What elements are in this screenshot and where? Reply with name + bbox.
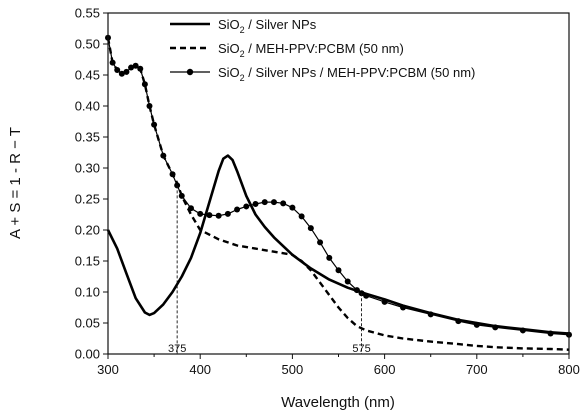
legend-marker [186, 68, 194, 76]
legend-label-1: SiO2 / Silver NPs [218, 17, 317, 35]
x-tick-label: 400 [189, 362, 211, 377]
x-tick-label: 700 [466, 362, 488, 377]
series-marker [547, 330, 554, 337]
series-line-2 [106, 37, 570, 351]
series-marker [270, 199, 277, 206]
x-tick-label: 800 [558, 362, 580, 377]
series-marker [234, 206, 241, 213]
x-axis-title: Wavelength (nm) [281, 394, 395, 411]
series-marker [363, 292, 370, 299]
series-marker [427, 311, 434, 318]
series-marker [146, 103, 153, 109]
series-marker [206, 212, 213, 219]
series-marker [344, 278, 351, 285]
y-tick-label: 0.40 [75, 99, 100, 114]
series-marker [197, 210, 204, 217]
series-marker [169, 171, 176, 178]
series-marker [243, 203, 250, 210]
reference-line-label: 375 [168, 343, 186, 355]
series-marker [326, 254, 333, 261]
series-marker [455, 318, 462, 325]
series-marker [178, 192, 185, 199]
series-marker [132, 62, 139, 69]
series-marker [261, 199, 268, 206]
y-tick-label: 0.15 [75, 254, 100, 269]
series-marker [187, 205, 194, 212]
series-marker [141, 81, 148, 88]
series-marker [335, 267, 342, 274]
series-marker [289, 204, 296, 211]
series-marker [492, 324, 499, 331]
series-marker [224, 210, 231, 217]
series-marker [519, 327, 526, 334]
y-axis: 0.00 0.05 0.10 0.15 0.20 0.25 0.30 0.35 0.40 0.45… [75, 6, 108, 362]
legend-label-3: SiO2 / Silver NPs / MEH-PPV:PCBM (50 nm) [218, 65, 475, 83]
legend-label-2: SiO2 / MEH-PPV:PCBM (50 nm) [218, 41, 404, 59]
y-tick-label: 0.35 [75, 130, 100, 145]
series-marker [473, 321, 480, 328]
series-marker [280, 200, 287, 207]
series-line-1 [106, 154, 570, 335]
reference-lines: 375 575 [168, 185, 371, 355]
x-axis: 300 400 500 600 700 800 [97, 354, 580, 377]
series-marker [151, 121, 158, 128]
series-marker [137, 65, 144, 72]
y-tick-label: 0.10 [75, 285, 100, 300]
x-tick-label: 600 [374, 362, 396, 377]
y-tick-label: 0.05 [75, 316, 100, 331]
series-marker [160, 152, 167, 159]
x-tick-label: 500 [282, 362, 304, 377]
series-marker [353, 287, 360, 294]
series-marker [307, 225, 314, 232]
series-marker [298, 213, 305, 220]
reference-line-label: 575 [352, 343, 370, 355]
series-marker [109, 59, 116, 66]
legend: SiO2 / Silver NPs SiO2 / MEH-PPV:PCBM (50… [170, 17, 475, 83]
y-tick-label: 0.55 [75, 6, 100, 21]
y-tick-label: 0.50 [75, 37, 100, 52]
series-marker [114, 67, 121, 74]
y-tick-label: 0.00 [75, 347, 100, 362]
y-tick-label: 0.30 [75, 161, 100, 176]
series-marker [215, 212, 222, 219]
series-marker [317, 239, 324, 246]
y-tick-label: 0.25 [75, 192, 100, 207]
series-marker [381, 298, 388, 305]
series-marker [400, 304, 407, 311]
y-axis-title: A + S = 1 - R − T [7, 127, 24, 239]
series-marker [252, 200, 259, 207]
x-tick-label: 300 [97, 362, 119, 377]
y-tick-label: 0.20 [75, 223, 100, 238]
plot-lines [105, 34, 572, 351]
series-marker [118, 70, 125, 77]
series-marker [123, 68, 130, 75]
y-tick-label: 0.45 [75, 68, 100, 83]
series-marker [128, 64, 135, 71]
